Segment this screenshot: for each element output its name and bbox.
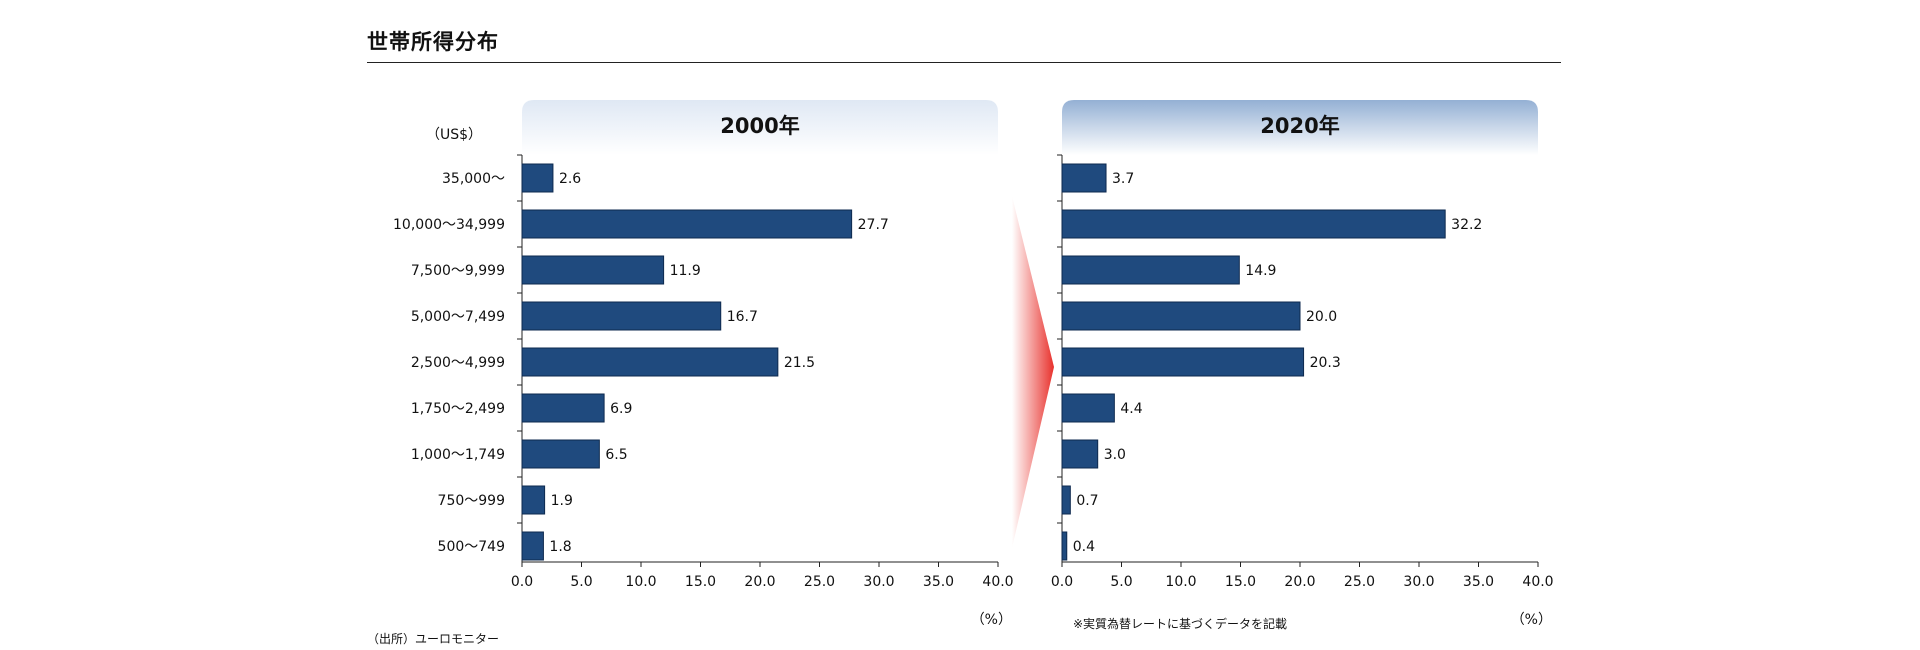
- chart-header-0: [522, 100, 998, 155]
- category-label-4: 2,500～4,999: [411, 355, 505, 371]
- x-tick-label-0-7: 35.0: [923, 574, 954, 590]
- transition-arrow: [1012, 196, 1054, 548]
- value-label-1-6: 3.0: [1104, 447, 1126, 463]
- x-tick-label-1-8: 40.0: [1522, 574, 1553, 590]
- x-tick-label-1-3: 15.0: [1225, 574, 1256, 590]
- value-label-1-1: 32.2: [1451, 217, 1482, 233]
- value-label-1-4: 20.3: [1310, 355, 1341, 371]
- category-label-7: 750～999: [438, 493, 505, 509]
- value-label-0-8: 1.8: [549, 539, 571, 555]
- x-tick-label-0-3: 15.0: [685, 574, 716, 590]
- bar-1-1: [1061, 209, 1446, 239]
- bar-0-6: [521, 439, 600, 469]
- category-label-6: 1,000～1,749: [411, 447, 505, 463]
- x-tick-label-0-1: 5.0: [570, 574, 592, 590]
- value-label-0-3: 16.7: [727, 309, 758, 325]
- bar-1-5: [1061, 393, 1115, 423]
- x-tick-label-0-5: 25.0: [804, 574, 835, 590]
- bar-1-7: [1061, 485, 1071, 515]
- category-label-2: 7,500～9,999: [411, 263, 505, 279]
- bar-1-3: [1061, 301, 1301, 331]
- category-label-1: 10,000～34,999: [393, 217, 505, 233]
- value-label-1-3: 20.0: [1306, 309, 1337, 325]
- category-label-3: 5,000～7,499: [411, 309, 505, 325]
- x-tick-label-1-6: 30.0: [1403, 574, 1434, 590]
- x-unit-label-0: （%）: [971, 612, 1012, 628]
- bar-0-0: [521, 163, 554, 193]
- x-tick-label-1-0: 0.0: [1051, 574, 1073, 590]
- bar-0-2: [521, 255, 665, 285]
- value-label-0-0: 2.6: [559, 171, 581, 187]
- chart-title-0: 2000年: [720, 114, 799, 138]
- value-label-0-2: 11.9: [670, 263, 701, 279]
- x-tick-label-0-0: 0.0: [511, 574, 533, 590]
- bar-1-4: [1061, 347, 1305, 377]
- page-title: 世帯所得分布: [367, 30, 499, 54]
- category-label-8: 500～749: [438, 539, 505, 555]
- x-tick-label-0-2: 10.0: [625, 574, 656, 590]
- x-tick-label-1-1: 5.0: [1110, 574, 1132, 590]
- chart-panel-1: 3.7 32.2 14.9 20.0 20.3 4.4 3.0 0.7 0.4 0.0 5.0 10.…: [1051, 154, 1554, 628]
- x-unit-label-1: （%）: [1511, 612, 1552, 628]
- value-label-1-7: 0.7: [1076, 493, 1098, 509]
- chart-panel-0: （US$） 2.6 35,000～ 27.7 10,000～34,999 11.9 7,50…: [393, 127, 1014, 628]
- x-tick-label-1-4: 20.0: [1284, 574, 1315, 590]
- value-label-0-1: 27.7: [858, 217, 889, 233]
- bar-0-4: [521, 347, 779, 377]
- category-label-0: 35,000～: [442, 171, 505, 187]
- source-note: （出所）ユーロモニター: [367, 632, 500, 646]
- category-label-5: 1,750～2,499: [411, 401, 505, 417]
- bar-1-6: [1061, 439, 1099, 469]
- unit-label: （US$）: [426, 127, 482, 143]
- bar-1-8: [1061, 531, 1068, 561]
- title-divider: [367, 62, 1561, 63]
- x-tick-label-1-5: 25.0: [1344, 574, 1375, 590]
- x-tick-label-0-4: 20.0: [744, 574, 775, 590]
- bar-0-1: [521, 209, 853, 239]
- value-label-0-6: 6.5: [605, 447, 627, 463]
- value-label-0-5: 6.9: [610, 401, 632, 417]
- footnote: ※実質為替レートに基づくデータを記載: [1073, 617, 1288, 631]
- bar-0-7: [521, 485, 546, 515]
- x-tick-label-1-7: 35.0: [1463, 574, 1494, 590]
- value-label-1-5: 4.4: [1120, 401, 1142, 417]
- bar-1-0: [1061, 163, 1107, 193]
- chart-title-1: 2020年: [1260, 114, 1339, 138]
- bar-1-2: [1061, 255, 1240, 285]
- value-label-1-0: 3.7: [1112, 171, 1134, 187]
- value-label-1-2: 14.9: [1245, 263, 1276, 279]
- x-tick-label-1-2: 10.0: [1165, 574, 1196, 590]
- chart-header-1: [1062, 100, 1538, 155]
- x-tick-label-0-6: 30.0: [863, 574, 894, 590]
- bar-0-8: [521, 531, 544, 561]
- value-label-1-8: 0.4: [1073, 539, 1095, 555]
- value-label-0-7: 1.9: [551, 493, 573, 509]
- value-label-0-4: 21.5: [784, 355, 815, 371]
- bar-0-3: [521, 301, 722, 331]
- bar-0-5: [521, 393, 605, 423]
- x-tick-label-0-8: 40.0: [982, 574, 1013, 590]
